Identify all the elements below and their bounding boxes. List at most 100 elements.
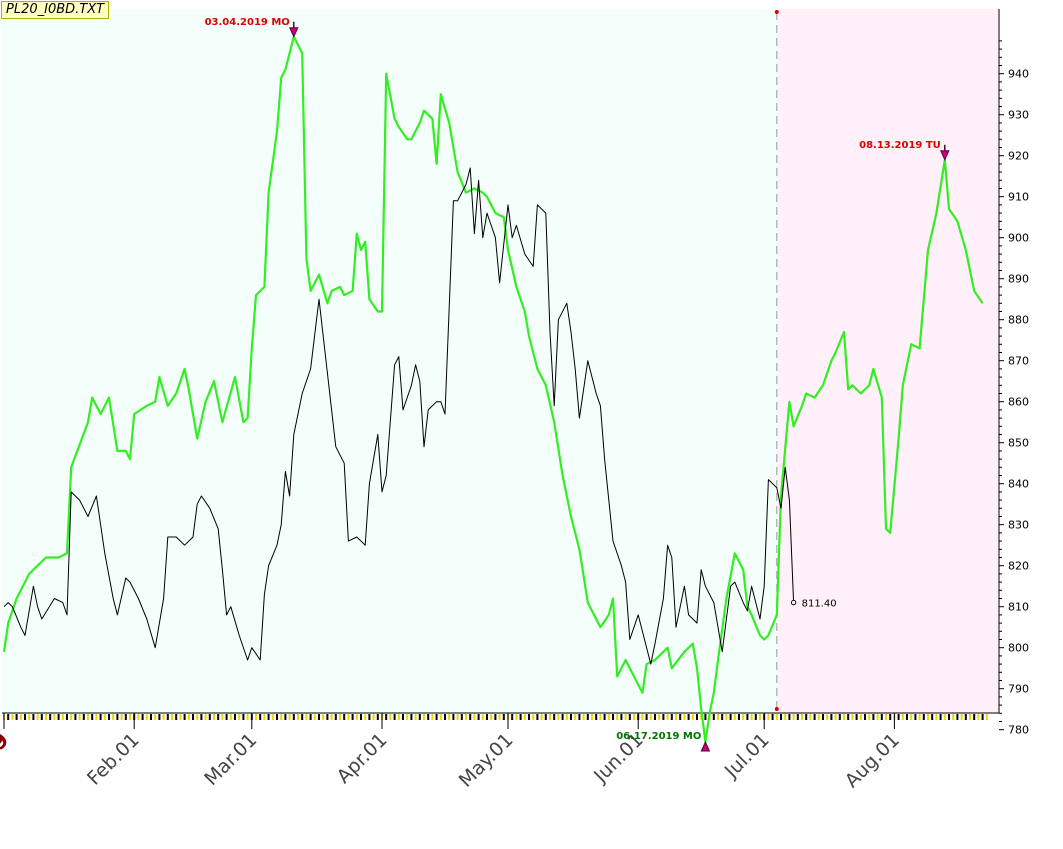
y-tick-label: 800 bbox=[1008, 642, 1029, 655]
last-value-marker bbox=[790, 599, 797, 606]
x-day-tick bbox=[313, 714, 316, 720]
x-day-tick bbox=[124, 714, 127, 720]
x-day-tick bbox=[515, 714, 518, 720]
file-label: PL20_I0BD.TXT bbox=[1, 1, 110, 19]
x-day-tick bbox=[116, 714, 119, 720]
x-day-tick bbox=[922, 714, 925, 720]
x-day-tick bbox=[351, 714, 354, 720]
x-day-tick bbox=[423, 714, 425, 720]
x-day-tick bbox=[255, 714, 257, 720]
x-day-tick bbox=[981, 714, 984, 720]
x-day-tick bbox=[948, 714, 950, 720]
x-day-tick bbox=[851, 714, 854, 720]
x-day-tick bbox=[511, 714, 514, 720]
x-day-tick bbox=[523, 714, 526, 720]
x-day-tick bbox=[183, 714, 186, 720]
x-day-tick bbox=[788, 714, 791, 720]
x-day-tick bbox=[775, 714, 778, 720]
x-day-tick bbox=[326, 714, 329, 720]
x-day-tick bbox=[901, 714, 904, 720]
x-day-tick bbox=[322, 714, 325, 720]
x-day-tick bbox=[553, 714, 556, 720]
x-day-tick bbox=[120, 714, 123, 720]
x-day-tick bbox=[906, 714, 908, 720]
x-day-tick bbox=[406, 714, 409, 720]
x-day-tick bbox=[221, 714, 224, 720]
y-tick-label: 920 bbox=[1008, 150, 1029, 163]
x-day-tick bbox=[502, 714, 505, 720]
x-day-tick bbox=[141, 714, 144, 720]
x-day-tick bbox=[641, 714, 644, 720]
x-day-tick bbox=[284, 714, 287, 720]
x-day-tick bbox=[305, 714, 308, 720]
forecast-region bbox=[776, 9, 999, 713]
y-tick-label: 790 bbox=[1008, 683, 1029, 696]
high-annotation-label: 03.04.2019 MO bbox=[205, 17, 290, 28]
x-day-tick bbox=[696, 714, 698, 720]
x-day-tick bbox=[292, 714, 295, 720]
low-annotation-label: 06.17.2019 MO bbox=[616, 731, 701, 742]
x-day-tick bbox=[87, 714, 89, 720]
y-tick-label: 930 bbox=[1008, 109, 1029, 122]
x-day-tick bbox=[171, 714, 173, 720]
x-day-tick bbox=[868, 714, 871, 720]
x-day-tick bbox=[599, 714, 602, 720]
x-day-tick bbox=[704, 714, 707, 720]
x-day-tick bbox=[444, 714, 446, 720]
y-tick-label: 820 bbox=[1008, 560, 1029, 573]
x-day-tick bbox=[897, 714, 900, 720]
x-month-label: Jul.01 bbox=[720, 729, 774, 783]
history-region bbox=[2, 9, 777, 713]
x-day-tick bbox=[578, 714, 581, 720]
x-day-tick bbox=[28, 714, 31, 720]
x-day-tick bbox=[633, 714, 635, 720]
x-day-tick bbox=[931, 714, 934, 720]
y-tick-label: 830 bbox=[1008, 519, 1029, 532]
x-day-tick bbox=[985, 714, 988, 720]
x-day-tick bbox=[675, 714, 677, 720]
x-day-tick bbox=[402, 714, 404, 720]
x-day-tick bbox=[49, 714, 52, 720]
x-day-tick bbox=[759, 714, 761, 720]
x-day-tick bbox=[192, 714, 194, 720]
x-day-tick bbox=[843, 714, 845, 720]
x-day-tick bbox=[796, 714, 799, 720]
x-day-tick bbox=[532, 714, 535, 720]
x-day-tick bbox=[830, 714, 833, 720]
x-day-tick bbox=[838, 714, 841, 720]
x-day-tick bbox=[973, 714, 976, 720]
x-day-tick bbox=[481, 714, 484, 720]
x-day-tick bbox=[217, 714, 220, 720]
x-day-tick bbox=[784, 714, 787, 720]
x-day-tick bbox=[166, 714, 169, 720]
x-day-tick bbox=[729, 714, 732, 720]
x-day-tick bbox=[855, 714, 858, 720]
x-day-tick bbox=[662, 714, 665, 720]
x-day-tick bbox=[628, 714, 631, 720]
x-day-tick bbox=[805, 714, 808, 720]
x-day-tick bbox=[95, 714, 98, 720]
x-day-tick bbox=[691, 714, 694, 720]
x-day-tick bbox=[683, 714, 686, 720]
x-day-tick bbox=[864, 714, 866, 720]
x-day-tick bbox=[330, 714, 333, 720]
x-day-tick bbox=[301, 714, 304, 720]
x-day-tick bbox=[32, 714, 35, 720]
x-day-tick bbox=[750, 714, 753, 720]
y-tick-label: 850 bbox=[1008, 437, 1029, 450]
x-day-tick bbox=[259, 714, 262, 720]
x-day-tick bbox=[368, 714, 371, 720]
y-tick-label: 810 bbox=[1008, 601, 1029, 614]
x-day-tick bbox=[389, 714, 392, 720]
x-day-tick bbox=[885, 714, 887, 720]
x-day-tick bbox=[435, 714, 438, 720]
x-day-tick bbox=[393, 714, 396, 720]
x-day-tick bbox=[595, 714, 598, 720]
x-day-tick bbox=[343, 714, 346, 720]
x-day-tick bbox=[45, 714, 47, 720]
x-day-tick bbox=[809, 714, 812, 720]
x-day-tick bbox=[162, 714, 165, 720]
x-day-tick bbox=[738, 714, 740, 720]
x-day-tick bbox=[70, 714, 73, 720]
x-day-tick bbox=[549, 714, 551, 720]
